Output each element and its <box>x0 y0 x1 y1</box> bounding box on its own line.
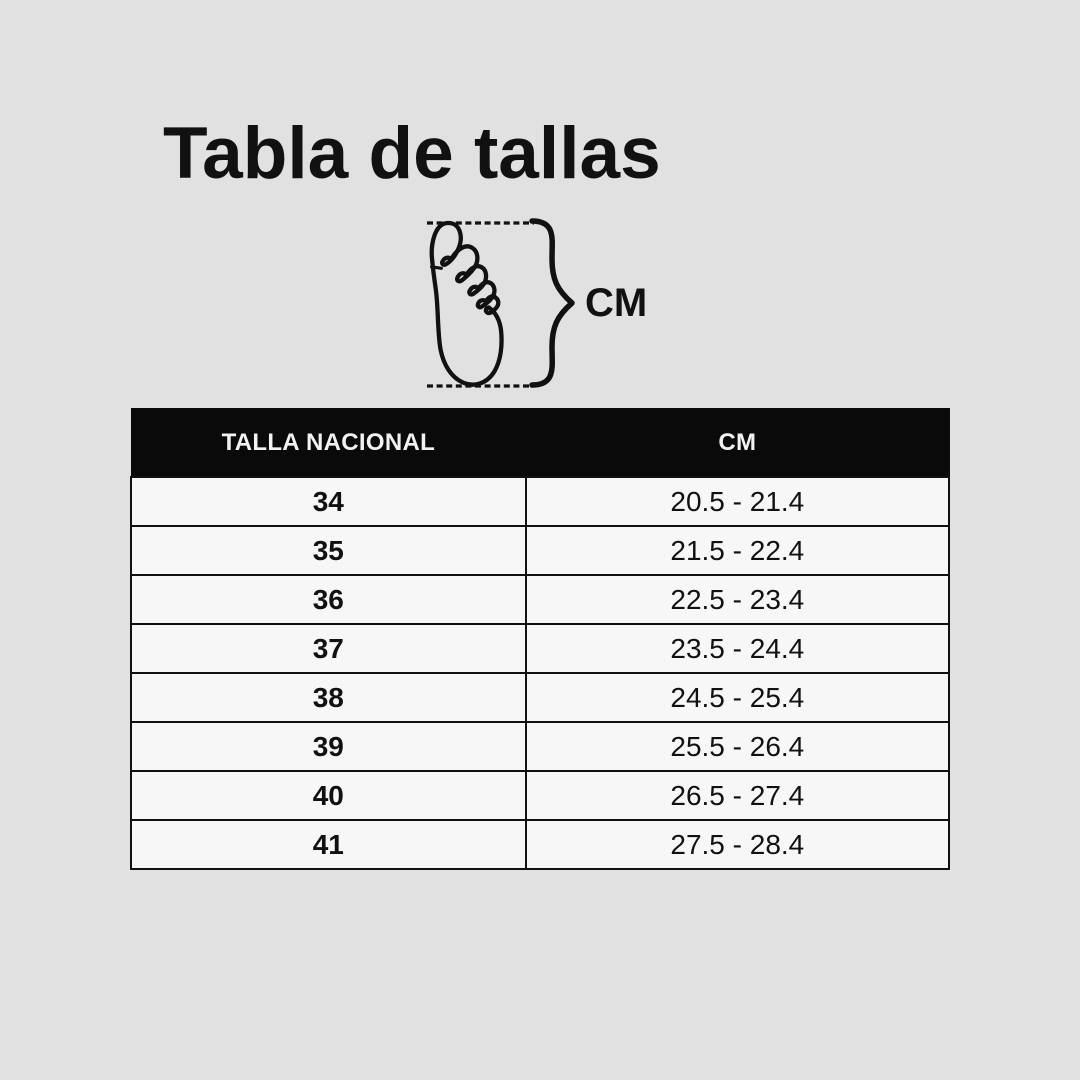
svg-text:CM: CM <box>585 281 647 325</box>
